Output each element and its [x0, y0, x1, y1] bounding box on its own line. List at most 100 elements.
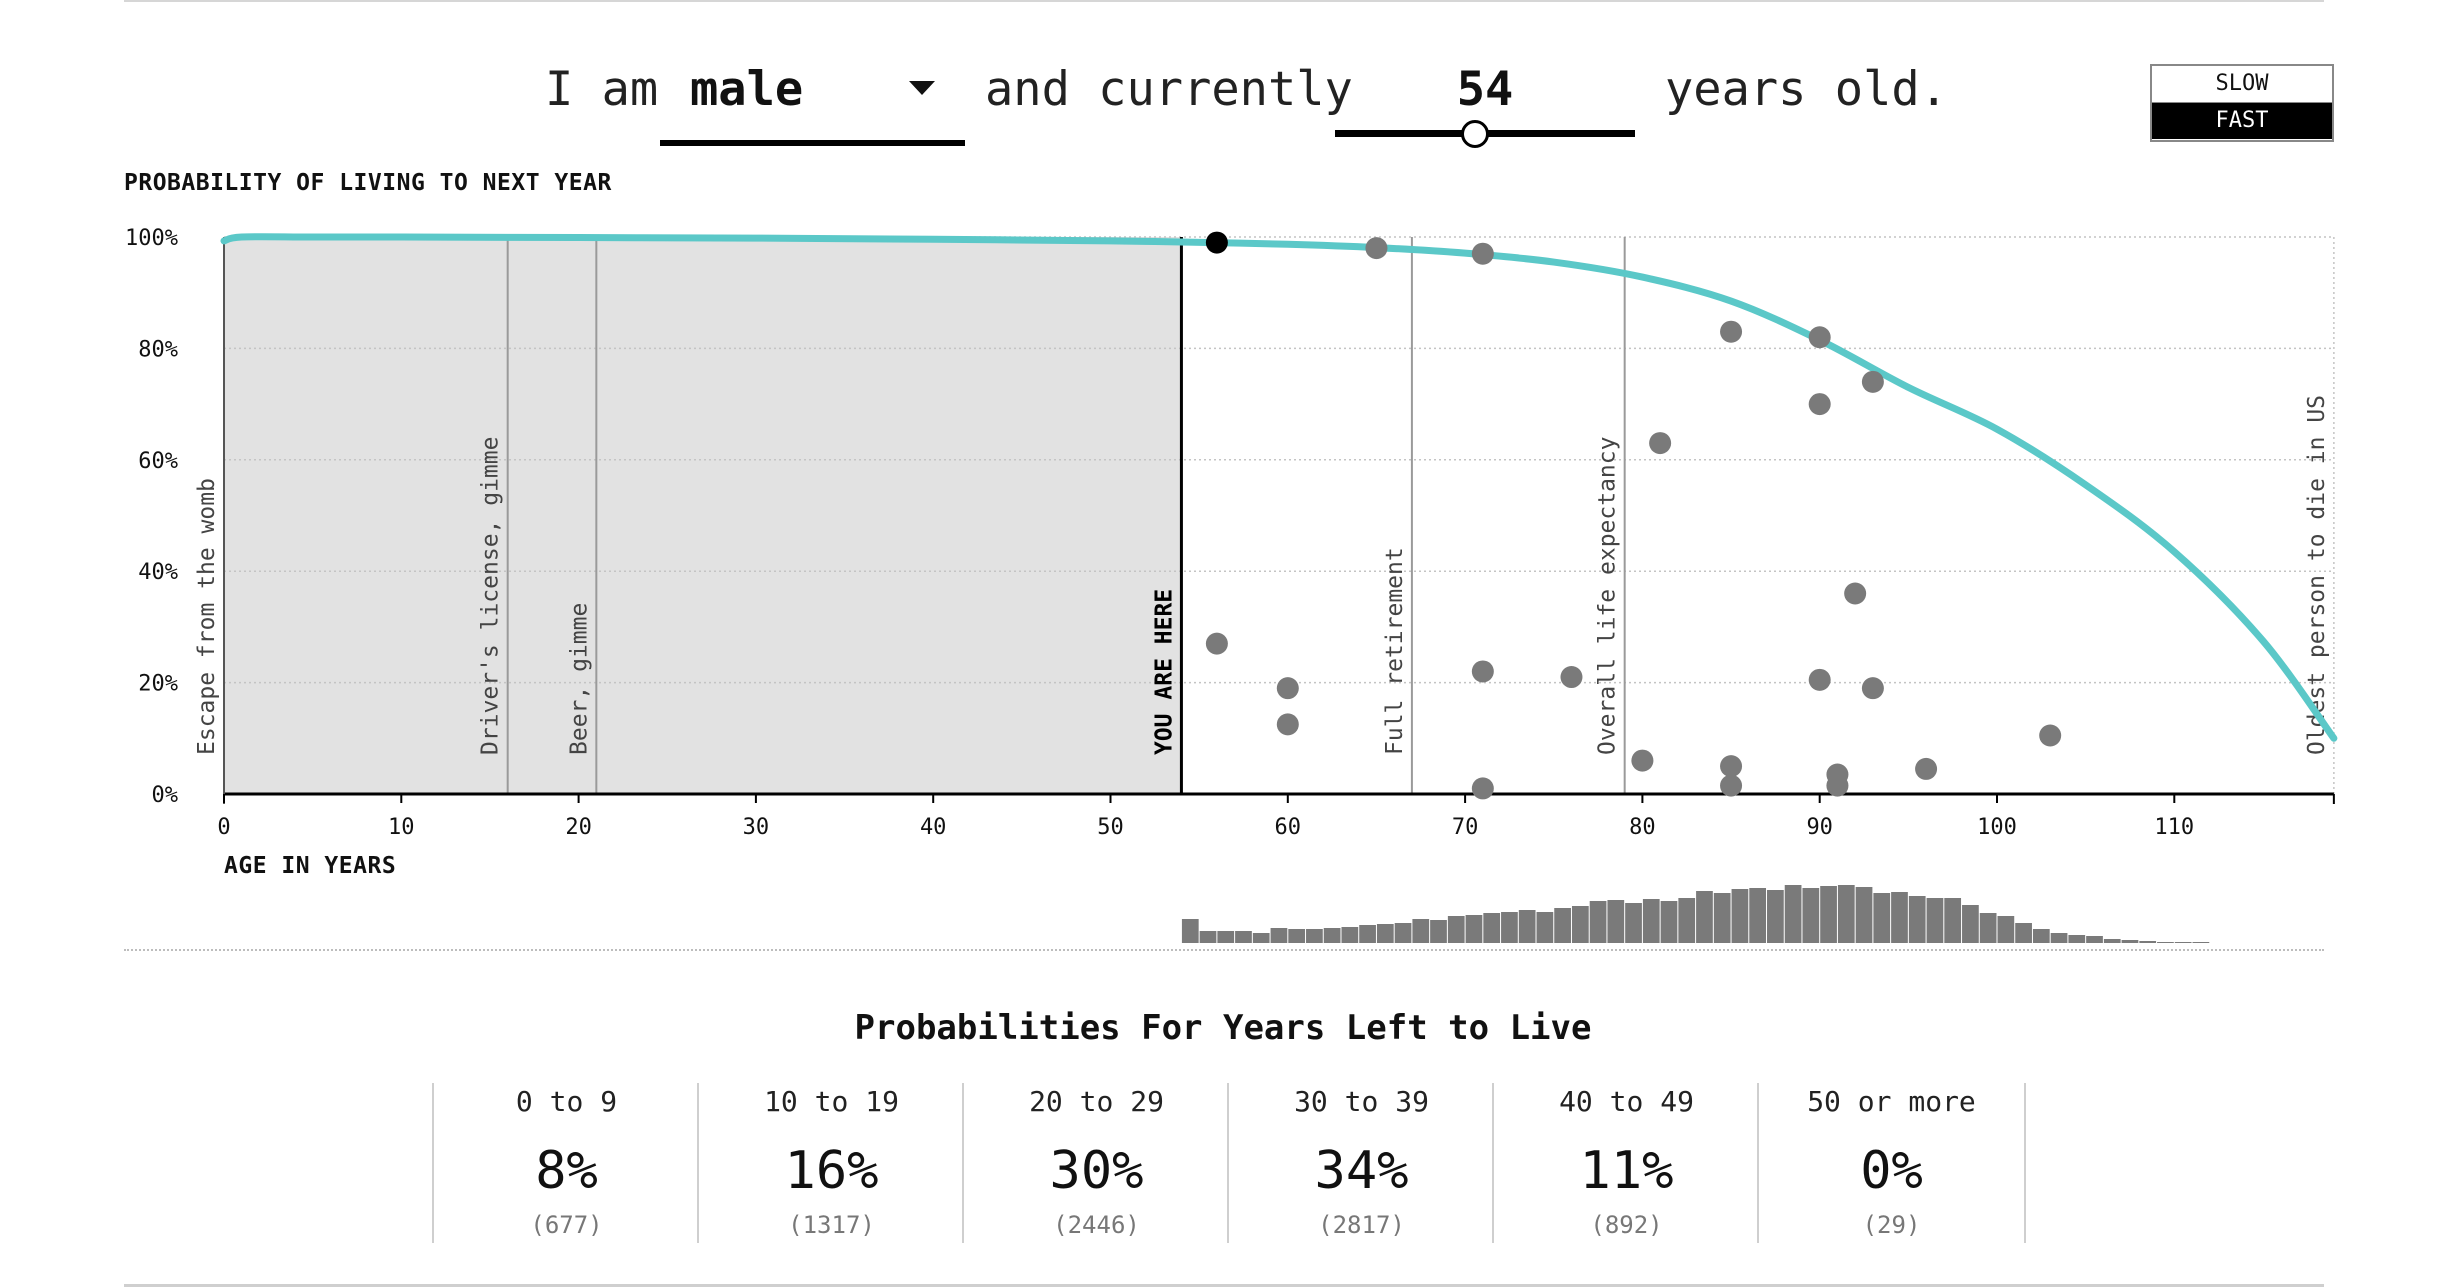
histogram-bar: [1571, 906, 1589, 943]
simulation-point: [1276, 677, 1299, 700]
probability-bin: 30 to 39 34% (2817): [1227, 1083, 1494, 1243]
x-tick-label: 70: [1452, 815, 1479, 840]
y-tick-label: 80%: [138, 337, 178, 362]
bin-label: 40 to 49: [1559, 1085, 1694, 1118]
top-rule: [124, 0, 2324, 2]
histogram-bar: [2032, 929, 2050, 943]
simulation-point: [1649, 432, 1672, 455]
speed-slow-button[interactable]: SLOW: [2152, 66, 2332, 103]
simulation-point: [1205, 632, 1228, 655]
age-slider-thumb[interactable]: [1461, 120, 1489, 148]
simulation-point: [1365, 237, 1388, 260]
histogram-bar: [1908, 896, 1926, 943]
histogram-bar: [1359, 925, 1376, 943]
bin-count: (677): [530, 1211, 603, 1239]
histogram-bar: [1660, 901, 1678, 943]
age-slider[interactable]: 54: [1335, 55, 1635, 148]
bottom-rule: [124, 1284, 2324, 1287]
milestone-label: Driver's license, gimme: [478, 437, 504, 756]
histogram-bar: [1501, 912, 1518, 943]
histogram-bar: [1873, 893, 1891, 943]
x-tick-label: 0: [217, 815, 230, 840]
probability-bin: 40 to 49 11% (892): [1492, 1083, 1759, 1243]
simulation-point: [1826, 774, 1849, 797]
histogram-bar: [1642, 899, 1660, 943]
chevron-down-icon: [909, 81, 935, 95]
x-tick-label: 100: [1977, 815, 2017, 840]
probability-bin: 50 or more 0% (29): [1757, 1083, 2026, 1243]
histogram-bar: [1589, 901, 1607, 943]
speed-fast-button[interactable]: FAST: [2152, 103, 2332, 139]
histogram-bar: [1944, 898, 1962, 943]
x-tick-label: 90: [1806, 815, 1833, 840]
histogram-bar: [2050, 933, 2068, 943]
y-tick-label: 0%: [152, 783, 179, 808]
simulation-point: [1861, 677, 1884, 700]
bin-count: (2446): [1053, 1211, 1140, 1239]
histogram-bar: [2157, 942, 2174, 943]
x-tick-label: 10: [388, 815, 415, 840]
histogram-bar: [2086, 936, 2103, 943]
y-tick-label: 20%: [138, 672, 178, 697]
x-axis-title: AGE IN YEARS: [224, 853, 397, 879]
simulation-point: [1631, 749, 1654, 772]
bin-percent: 16%: [784, 1141, 879, 1201]
histogram-bar: [1784, 885, 1802, 943]
survival-chart: 0% 20% 40% 60% 80% 100% Escape from the womb D…: [125, 226, 2338, 943]
simulation-point: [1471, 242, 1494, 265]
histogram-bar: [1891, 892, 1908, 943]
sex-select[interactable]: male: [660, 55, 965, 146]
histogram-bar: [1979, 913, 1997, 943]
chart-title: PROBABILITY OF LIVING TO NEXT YEAR: [124, 170, 612, 196]
simulation-point: [1471, 777, 1494, 800]
simulation-point: [1808, 668, 1831, 691]
histogram-bar: [1678, 898, 1696, 943]
histogram-baseline: [124, 949, 2324, 951]
milestone-label: Full retirement: [1382, 547, 1408, 755]
bin-label: 20 to 29: [1029, 1085, 1164, 1118]
histogram-bar: [1341, 927, 1359, 943]
bin-count: (892): [1590, 1211, 1663, 1239]
histogram-bar: [1837, 885, 1855, 943]
bin-label: 50 or more: [1807, 1085, 1976, 1118]
simulation-point: [1720, 774, 1743, 797]
speed-toggle: SLOW FAST: [2150, 64, 2334, 142]
histogram-bar: [1731, 889, 1749, 943]
milestone-label: Oldest person to die in US: [2304, 395, 2330, 755]
bin-percent: 0%: [1860, 1141, 1923, 1201]
histogram-bar: [1607, 900, 1625, 943]
x-tick-label: 30: [743, 815, 770, 840]
histogram-bar: [1270, 928, 1288, 943]
histogram-bar: [2139, 941, 2157, 943]
histogram-bar: [1820, 886, 1837, 943]
histogram-bar: [1306, 929, 1323, 943]
milestone-label: YOU ARE HERE: [1151, 589, 1177, 755]
probabilities-title: Probabilities For Years Left to Live: [854, 1008, 1592, 1048]
histogram-bar: [1518, 910, 1536, 943]
bin-label: 30 to 39: [1294, 1085, 1429, 1118]
histogram-bar: [1199, 931, 1217, 943]
simulation-point: [1720, 320, 1743, 343]
histogram-bar: [1235, 931, 1252, 943]
bin-label: 10 to 19: [764, 1085, 899, 1118]
probability-bin: 10 to 19 16% (1317): [697, 1083, 964, 1243]
histogram-bar: [1696, 891, 1713, 943]
histogram-bar: [2192, 942, 2210, 943]
x-tick-label: 50: [1097, 815, 1124, 840]
histogram-bar: [1962, 905, 1979, 943]
histogram-bar: [1713, 893, 1731, 943]
x-tick-label: 80: [1629, 815, 1656, 840]
simulation-point: [1915, 757, 1938, 780]
age-value: 54: [1456, 62, 1514, 117]
milestone-label: Escape from the womb: [194, 478, 220, 755]
histogram-bar: [1767, 890, 1784, 943]
bin-percent: 8%: [535, 1141, 598, 1201]
sex-select-value: male: [690, 62, 804, 117]
simulation-point: [2039, 724, 2062, 747]
histogram-bar: [1997, 916, 2015, 943]
bin-percent: 30%: [1049, 1141, 1144, 1201]
histogram-bar: [1412, 919, 1430, 943]
simulation-point: [1861, 370, 1884, 393]
histogram-bar: [1217, 931, 1235, 943]
histogram-bar: [1323, 928, 1341, 943]
